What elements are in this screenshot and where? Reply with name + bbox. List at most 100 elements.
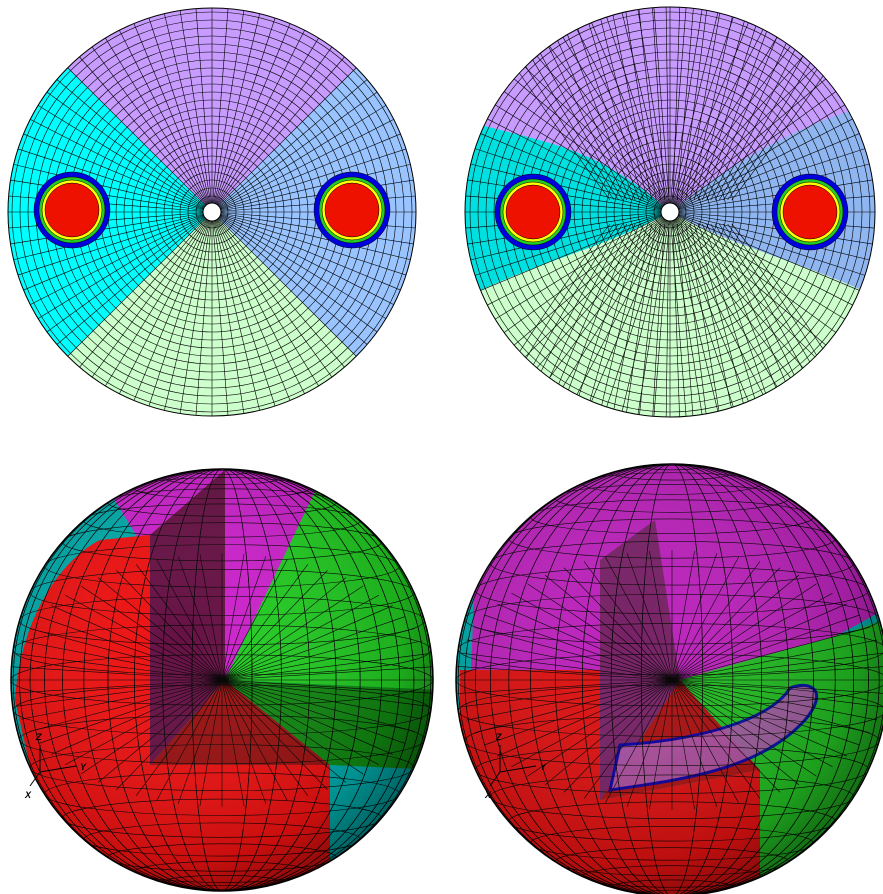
mesh-curve	[693, 7, 751, 201]
mesh-spoke	[673, 37, 778, 206]
mesh-spoke	[212, 10, 245, 205]
mesh-spoke	[474, 148, 663, 210]
mesh-spoke	[56, 216, 207, 345]
mesh-curve	[651, 223, 665, 417]
mesh-spoke	[219, 213, 411, 260]
mesh-spoke	[217, 79, 368, 208]
axis-triad	[489, 745, 537, 787]
mesh-spoke	[214, 219, 276, 407]
mesh-spoke	[179, 10, 212, 205]
mesh-spoke	[214, 219, 291, 401]
mesh-spoke	[216, 218, 333, 378]
mesh-spoke	[674, 45, 791, 206]
mesh-spoke	[576, 29, 667, 206]
mesh-spoke	[675, 78, 827, 208]
mesh-spoke	[217, 217, 357, 357]
mesh-curve	[681, 223, 709, 417]
disk-outline	[464, 6, 876, 418]
mesh-spoke	[495, 104, 664, 209]
mesh-spoke	[672, 16, 734, 205]
mesh-spoke	[13, 164, 205, 211]
mesh-spoke	[670, 9, 703, 205]
mesh-spoke	[674, 218, 791, 379]
mesh-curve	[681, 7, 709, 201]
mesh-spoke	[213, 13, 260, 205]
mesh-spoke	[195, 219, 212, 416]
sphere-smoothed	[456, 464, 883, 894]
mesh-spoke	[495, 215, 664, 320]
mesh-spoke	[105, 218, 209, 387]
shading	[11, 469, 433, 891]
mesh-spoke	[676, 216, 837, 333]
mesh-spoke	[79, 217, 208, 368]
mesh-spoke	[670, 219, 703, 415]
mesh-spoke	[67, 217, 207, 357]
mesh-spoke	[119, 30, 209, 206]
mesh-spoke	[105, 37, 209, 206]
center-hole	[660, 202, 680, 222]
mesh-spoke	[212, 8, 229, 205]
mesh-spoke	[37, 215, 206, 319]
axis-x	[29, 771, 41, 787]
axis-triad	[29, 745, 77, 787]
mesh-spoke	[674, 55, 804, 207]
mesh-spoke	[670, 7, 687, 205]
mesh-spoke	[621, 219, 669, 412]
mesh-curve	[623, 7, 657, 201]
mesh-spoke	[119, 218, 209, 394]
mesh-curve	[685, 223, 723, 417]
mesh-curve	[651, 7, 665, 201]
mesh-spoke	[17, 148, 205, 210]
axis-label: X	[484, 790, 492, 800]
mesh-spoke	[79, 56, 208, 207]
blob-layer	[505, 184, 561, 240]
sphere-outline	[10, 468, 434, 892]
sphere-structured	[11, 469, 433, 891]
mesh-spoke	[30, 215, 206, 305]
mesh-spoke	[46, 91, 206, 208]
mesh-spoke	[214, 17, 276, 205]
mesh-curve	[609, 223, 653, 417]
mesh-spoke	[480, 133, 663, 210]
mesh-curve	[676, 7, 695, 201]
mesh-spoke	[536, 217, 666, 369]
mesh-spoke	[524, 66, 665, 207]
mesh-spoke	[670, 219, 687, 417]
mesh-curve	[676, 223, 695, 417]
mesh-spoke	[215, 218, 319, 387]
mesh-spoke	[675, 217, 816, 358]
mesh-spoke	[219, 133, 401, 210]
mesh-spoke	[219, 148, 407, 210]
mesh-spoke	[23, 133, 205, 210]
mesh-spoke	[91, 46, 208, 206]
mesh-spoke	[164, 219, 211, 411]
mesh-spoke	[23, 214, 205, 291]
mesh-spoke	[217, 216, 368, 345]
mesh-spoke	[216, 46, 333, 206]
mesh-curve	[623, 223, 657, 417]
mesh-spoke	[10, 212, 205, 245]
mesh-curve	[581, 7, 644, 201]
blob-layer	[44, 182, 100, 238]
mesh-spoke	[677, 214, 866, 276]
disk-outline	[7, 7, 417, 417]
mesh-spoke	[653, 7, 670, 205]
axis-label: Y	[80, 762, 87, 772]
mesh-spoke	[480, 214, 663, 291]
mesh-curve	[609, 7, 653, 201]
mesh-spoke	[621, 12, 669, 205]
mesh-curve	[672, 7, 681, 201]
mesh-spoke	[637, 9, 670, 205]
mesh-spoke	[591, 219, 668, 402]
mesh-spoke	[164, 13, 211, 205]
mesh-curve	[697, 7, 765, 201]
mesh-spoke	[549, 45, 666, 206]
mesh-spoke	[672, 219, 734, 408]
mesh-curve	[689, 7, 737, 201]
mesh-spoke	[56, 79, 207, 208]
mesh-spoke	[673, 218, 778, 387]
mesh-spoke	[674, 217, 804, 369]
blob-layer	[782, 184, 838, 240]
axis-y	[39, 765, 77, 773]
